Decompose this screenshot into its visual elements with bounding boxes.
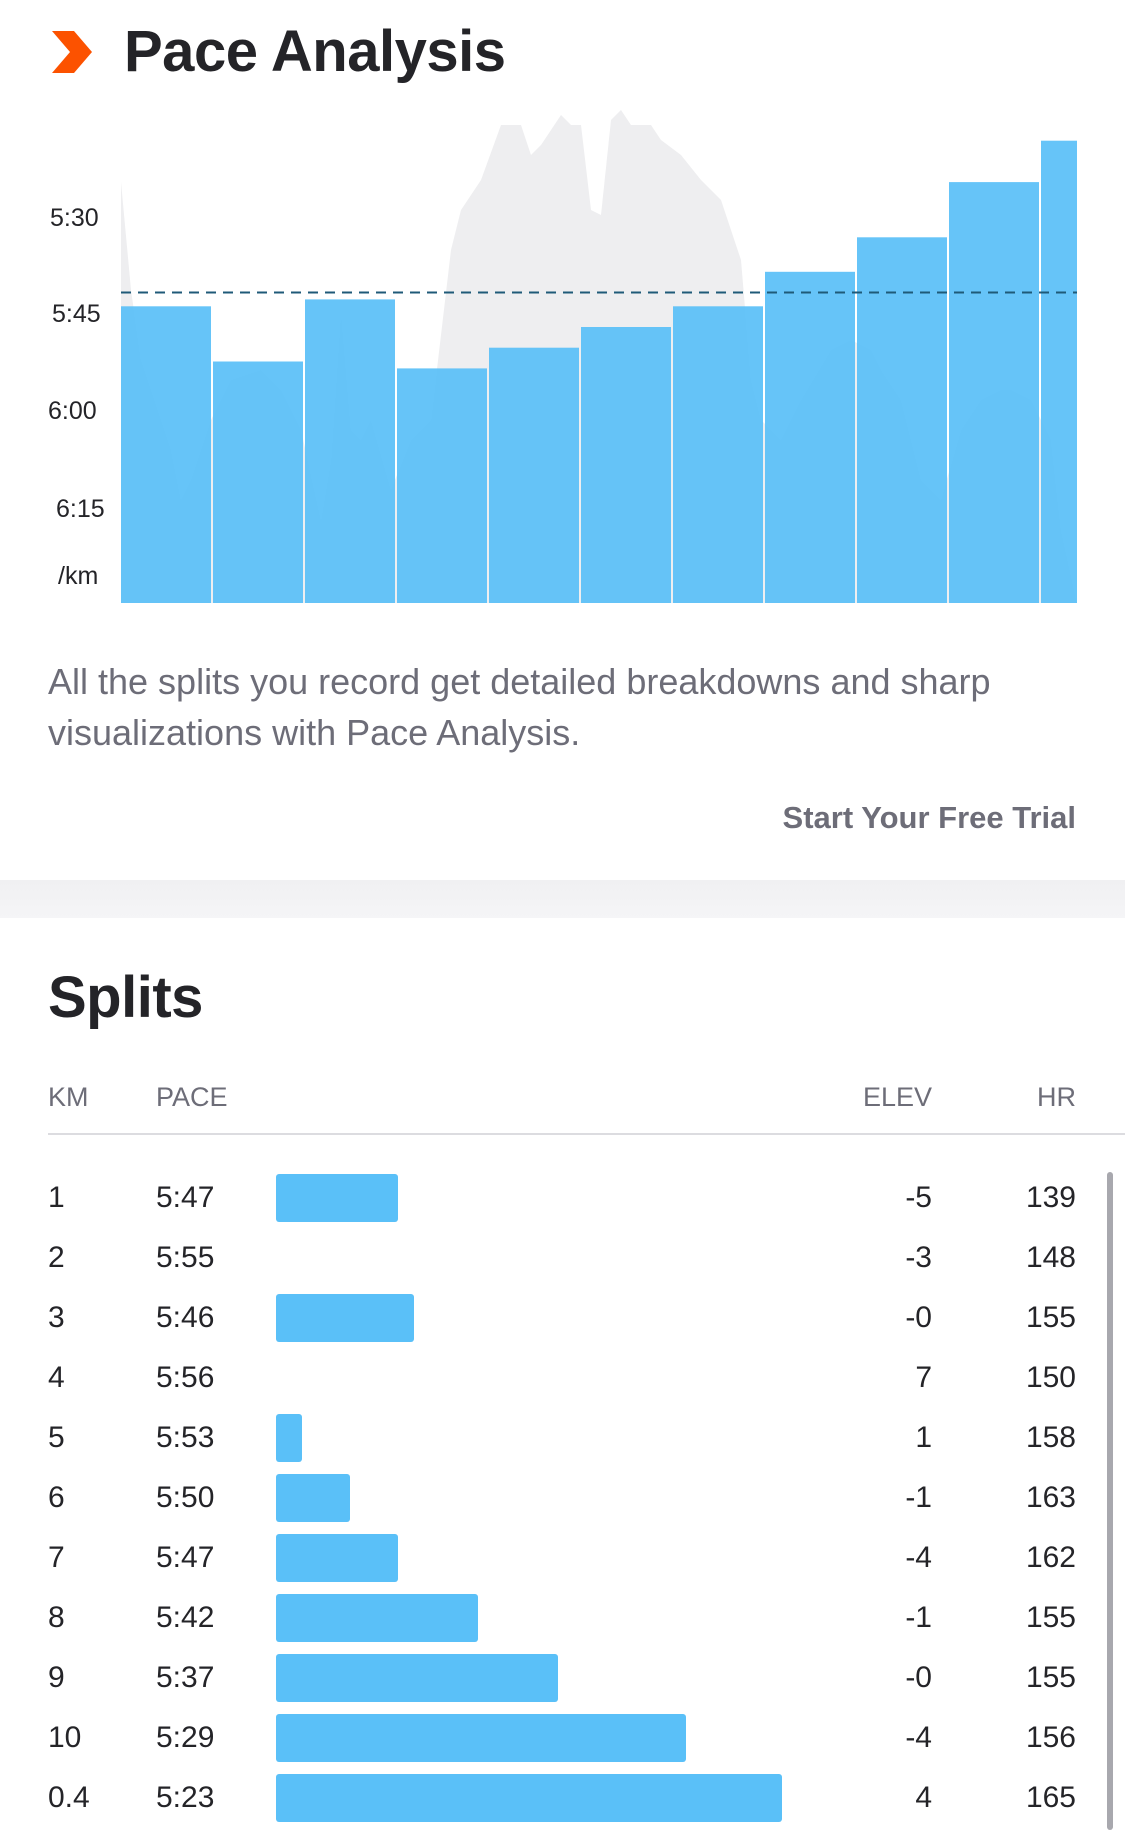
scrollbar[interactable]	[1107, 1172, 1113, 1830]
split-pace: 5:56	[156, 1361, 215, 1394]
split-elev: -1	[905, 1481, 932, 1514]
split-row: 3 5:46 -0 155	[0, 1288, 1125, 1348]
split-row: 4 5:56 7 150	[0, 1348, 1125, 1408]
split-km: 4	[48, 1361, 65, 1394]
split-row: 1 5:47 -5 139	[0, 1168, 1125, 1228]
pace-bar	[581, 327, 671, 603]
split-row: 8 5:42 -1 155	[0, 1588, 1125, 1648]
pace-bar	[397, 368, 487, 603]
split-elev: 1	[915, 1421, 932, 1454]
y-tick-label: 6:15	[56, 495, 105, 523]
split-elev: -0	[905, 1661, 932, 1694]
split-elev: -3	[905, 1241, 932, 1274]
split-pace: 5:29	[156, 1721, 215, 1754]
column-header-elev: ELEV	[862, 1082, 932, 1112]
split-pace-bar	[276, 1714, 686, 1762]
split-pace: 5:47	[156, 1181, 215, 1214]
split-pace-bar	[276, 1534, 398, 1582]
pace-bar	[949, 182, 1039, 603]
split-row: 0.4 5:23 4 165	[0, 1768, 1125, 1828]
section-divider	[0, 880, 1125, 918]
split-row: 10 5:29 -4 156	[0, 1708, 1125, 1768]
split-km: 7	[48, 1541, 65, 1574]
split-row: 7 5:47 -4 162	[0, 1528, 1125, 1588]
split-row: 6 5:50 -1 163	[0, 1468, 1125, 1528]
pace-bar	[765, 271, 855, 603]
y-tick-label: 5:30	[50, 204, 99, 232]
split-elev: -4	[905, 1721, 932, 1754]
split-pace: 5:46	[156, 1301, 215, 1334]
split-km: 3	[48, 1301, 65, 1334]
split-hr: 165	[1025, 1781, 1076, 1814]
split-pace-bar	[276, 1774, 782, 1822]
split-pace: 5:23	[156, 1781, 215, 1814]
splits-title: Splits	[48, 965, 203, 1030]
split-km: 8	[48, 1601, 65, 1634]
pace-bar	[305, 299, 395, 603]
pace-bar	[489, 347, 579, 603]
split-hr: 150	[1025, 1361, 1076, 1394]
split-elev: -0	[905, 1301, 932, 1334]
pace-bar	[213, 361, 303, 603]
split-elev: -4	[905, 1541, 932, 1574]
split-hr: 148	[1025, 1241, 1076, 1274]
split-km: 5	[48, 1421, 65, 1454]
split-pace: 5:37	[156, 1661, 215, 1694]
split-hr: 156	[1025, 1721, 1076, 1754]
split-pace: 5:55	[156, 1241, 215, 1274]
split-hr: 158	[1025, 1421, 1076, 1454]
pace-chart-svg	[121, 110, 1077, 604]
split-hr: 163	[1025, 1481, 1076, 1514]
split-hr: 155	[1025, 1661, 1076, 1694]
pace-chart: 5:30 5:45 6:00 6:15 /km	[0, 100, 1125, 620]
split-elev: 7	[915, 1361, 932, 1394]
pace-bar	[1041, 140, 1077, 603]
split-km: 1	[48, 1181, 65, 1214]
split-pace: 5:50	[156, 1481, 215, 1514]
split-km: 6	[48, 1481, 65, 1514]
split-pace-bar	[276, 1174, 398, 1222]
y-unit-label: /km	[58, 562, 99, 590]
column-header-km: KM	[48, 1082, 89, 1112]
pace-bar	[673, 306, 763, 603]
pace-analysis-header: Pace Analysis	[48, 18, 506, 85]
split-hr: 155	[1025, 1301, 1076, 1334]
split-pace-bar	[276, 1294, 414, 1342]
split-row: 5 5:53 1 158	[0, 1408, 1125, 1468]
split-elev: 4	[915, 1781, 932, 1814]
split-km: 9	[48, 1661, 65, 1694]
page-title: Pace Analysis	[124, 19, 506, 84]
y-tick-label: 6:00	[48, 397, 97, 425]
split-pace: 5:53	[156, 1421, 215, 1454]
split-pace-bar	[276, 1414, 302, 1462]
split-row: 9 5:37 -0 155	[0, 1648, 1125, 1708]
pace-bar	[121, 306, 211, 603]
split-pace-bar	[276, 1474, 350, 1522]
split-hr: 162	[1025, 1541, 1076, 1574]
split-pace-bar	[276, 1654, 558, 1702]
split-km: 10	[48, 1721, 82, 1754]
split-row: 2 5:55 -3 148	[0, 1228, 1125, 1288]
chevron-right-icon	[52, 30, 92, 73]
split-pace-bar	[276, 1594, 478, 1642]
description-text: All the splits you record get detailed b…	[48, 661, 991, 753]
split-km: 2	[48, 1241, 65, 1274]
split-hr: 139	[1025, 1181, 1076, 1214]
column-header-pace: PACE	[156, 1082, 228, 1112]
split-km: 0.4	[48, 1781, 90, 1814]
pace-bar	[857, 237, 947, 604]
y-tick-label: 5:45	[52, 300, 101, 328]
start-free-trial-button[interactable]: Start Your Free Trial	[782, 800, 1076, 835]
split-pace: 5:42	[156, 1601, 215, 1634]
split-elev: -1	[905, 1601, 932, 1634]
split-elev: -5	[905, 1181, 932, 1214]
column-header-hr: HR	[1037, 1082, 1076, 1112]
header-divider	[48, 1133, 1125, 1135]
split-pace: 5:47	[156, 1541, 215, 1574]
split-hr: 155	[1025, 1601, 1076, 1634]
